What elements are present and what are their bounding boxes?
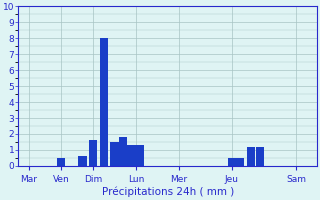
Bar [100,38,108,166]
X-axis label: Précipitations 24h ( mm ): Précipitations 24h ( mm ) [102,187,234,197]
Bar [89,140,97,166]
Bar [110,142,118,166]
Bar [127,145,136,166]
Bar [236,158,244,166]
Bar [136,145,144,166]
Bar [57,158,65,166]
Bar [119,137,127,166]
Bar [228,158,236,166]
Bar [247,147,255,166]
Bar [256,147,264,166]
Bar [78,156,86,166]
